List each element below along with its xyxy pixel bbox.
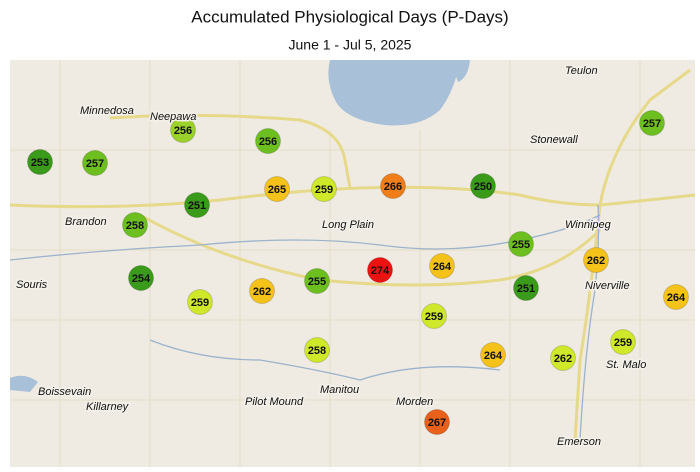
station-value: 267	[428, 417, 446, 429]
station-value: 258	[308, 345, 326, 357]
station-value: 255	[308, 276, 326, 288]
place-label: Souris	[16, 279, 48, 291]
place-label: Morden	[396, 396, 433, 408]
place-label: Teulon	[565, 65, 598, 77]
station-value: 259	[614, 337, 632, 349]
station-marker	[513, 275, 539, 301]
station-value: 259	[191, 297, 209, 309]
place-label: Long Plain	[322, 219, 374, 231]
station-marker	[380, 173, 406, 199]
place-label: St. Malo	[606, 359, 646, 371]
station-value: 262	[587, 255, 605, 267]
place-label: Winnipeg	[565, 219, 612, 231]
place-label: Pilot Mound	[245, 396, 304, 408]
station-marker	[424, 409, 450, 435]
station-value: 274	[371, 265, 390, 277]
station-marker	[610, 329, 636, 355]
station-value: 262	[554, 353, 572, 365]
station-marker	[170, 117, 196, 143]
place-label: Killarney	[86, 401, 130, 413]
station-value: 262	[253, 286, 271, 298]
station-marker	[311, 176, 337, 202]
place-label: Boissevain	[38, 386, 91, 398]
station-marker	[187, 289, 213, 315]
station-marker	[128, 265, 154, 291]
station-value: 251	[188, 200, 206, 212]
station-value: 266	[384, 181, 402, 193]
station-value: 256	[259, 136, 277, 148]
title: Accumulated Physiological Days (P-Days)	[191, 7, 508, 26]
station-value: 255	[512, 239, 530, 251]
station-marker	[184, 192, 210, 218]
place-label: Stonewall	[530, 134, 578, 146]
station-marker	[470, 173, 496, 199]
place-label: Minnedosa	[80, 105, 134, 117]
subtitle: June 1 - Jul 5, 2025	[289, 37, 412, 53]
place-label: Neepawa	[150, 111, 196, 123]
station-value: 264	[433, 261, 452, 273]
station-value: 257	[86, 158, 104, 170]
station-value: 253	[31, 157, 49, 169]
station-marker	[639, 110, 665, 136]
station-marker	[304, 268, 330, 294]
place-label: Emerson	[557, 436, 601, 448]
station-marker	[82, 150, 108, 176]
station-marker	[508, 231, 534, 257]
station-marker	[663, 284, 689, 310]
station-value: 257	[643, 118, 661, 130]
station-value: 250	[474, 181, 492, 193]
place-label: Manitou	[320, 384, 359, 396]
station-marker	[122, 212, 148, 238]
station-marker	[255, 128, 281, 154]
station-value: 254	[132, 273, 151, 285]
station-marker	[249, 278, 275, 304]
station-marker	[583, 247, 609, 273]
station-marker	[421, 303, 447, 329]
place-label: Brandon	[65, 216, 107, 228]
basemap	[9, 60, 696, 467]
station-value: 259	[315, 184, 333, 196]
station-marker	[480, 342, 506, 368]
station-marker	[264, 176, 290, 202]
station-value: 256	[174, 125, 192, 137]
station-value: 265	[268, 184, 286, 196]
station-value: 251	[517, 283, 535, 295]
station-value: 264	[484, 350, 503, 362]
station-marker	[27, 149, 53, 175]
station-marker	[429, 253, 455, 279]
station-marker	[550, 345, 576, 371]
station-marker	[367, 257, 393, 283]
station-value: 264	[667, 292, 686, 304]
station-value: 259	[425, 311, 443, 323]
place-label: Niverville	[585, 280, 630, 292]
station-value: 258	[126, 220, 144, 232]
station-marker	[304, 337, 330, 363]
